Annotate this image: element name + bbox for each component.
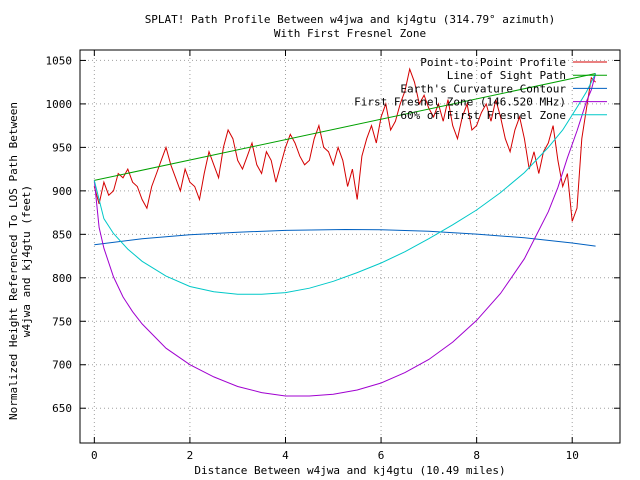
x-tick-label-6: 6 — [378, 449, 385, 462]
y-tick-label-700: 700 — [52, 359, 72, 372]
grid-layer — [80, 50, 620, 443]
y-tick-label-1000: 1000 — [46, 98, 73, 111]
series-line-earth-s-curvature-contour — [94, 228, 596, 247]
y-tick-label-1050: 1050 — [46, 54, 73, 67]
series-line-line-of-sight-path — [94, 73, 596, 181]
x-tick-label-0: 0 — [91, 449, 98, 462]
y-tick-label-800: 800 — [52, 272, 72, 285]
x-tick-label-8: 8 — [473, 449, 480, 462]
y-axis-label-line-2: w4jwa and kj4gtu (feet) — [20, 185, 33, 337]
series-line-first-fresnel-zone-146-520-mhz — [93, 73, 597, 397]
series-layer — [93, 67, 597, 397]
plot-frame — [79, 49, 621, 444]
x-axis-label: Distance Between w4jwa and kj4gtu (10.49… — [194, 464, 505, 477]
y-tick-label-850: 850 — [52, 228, 72, 241]
x-tick-label-4: 4 — [282, 449, 289, 462]
legend-label-line-of-sight-path: Line of Sight Path — [447, 69, 566, 82]
legend-label-earth-s-curvature-contour: Earth's Curvature Contour — [400, 82, 566, 95]
series-line-point-to-point-profile — [93, 67, 596, 222]
y-tick-label-950: 950 — [52, 141, 72, 154]
series-line-60-of-first-fresnel-zone — [93, 73, 597, 295]
y-tick-label-750: 750 — [52, 315, 72, 328]
legend-label-60-of-first-fresnel-zone: 60% of First Fresnel Zone — [400, 109, 566, 122]
y-tick-label-650: 650 — [52, 402, 72, 415]
tick-layer: 0 2 4 6 8 10 650 700 750 800 850 900 950 1000 1050 — [46, 50, 620, 462]
chart-subtitle: With First Fresnel Zone — [274, 27, 426, 40]
legend-label-point-to-point-profile: Point-to-Point Profile — [420, 56, 566, 69]
x-tick-label-2: 2 — [187, 449, 194, 462]
legend-label-first-fresnel-zone-146-520-mhz: First Fresnel Zone (146.520 MHz) — [354, 96, 566, 109]
y-tick-label-900: 900 — [52, 185, 72, 198]
y-axis-label-line-1: Normalized Height Referenced To LOS Path… — [7, 102, 20, 420]
x-tick-label-10: 10 — [566, 449, 579, 462]
chart-title: SPLAT! Path Profile Between w4jwa and kj… — [145, 13, 556, 26]
